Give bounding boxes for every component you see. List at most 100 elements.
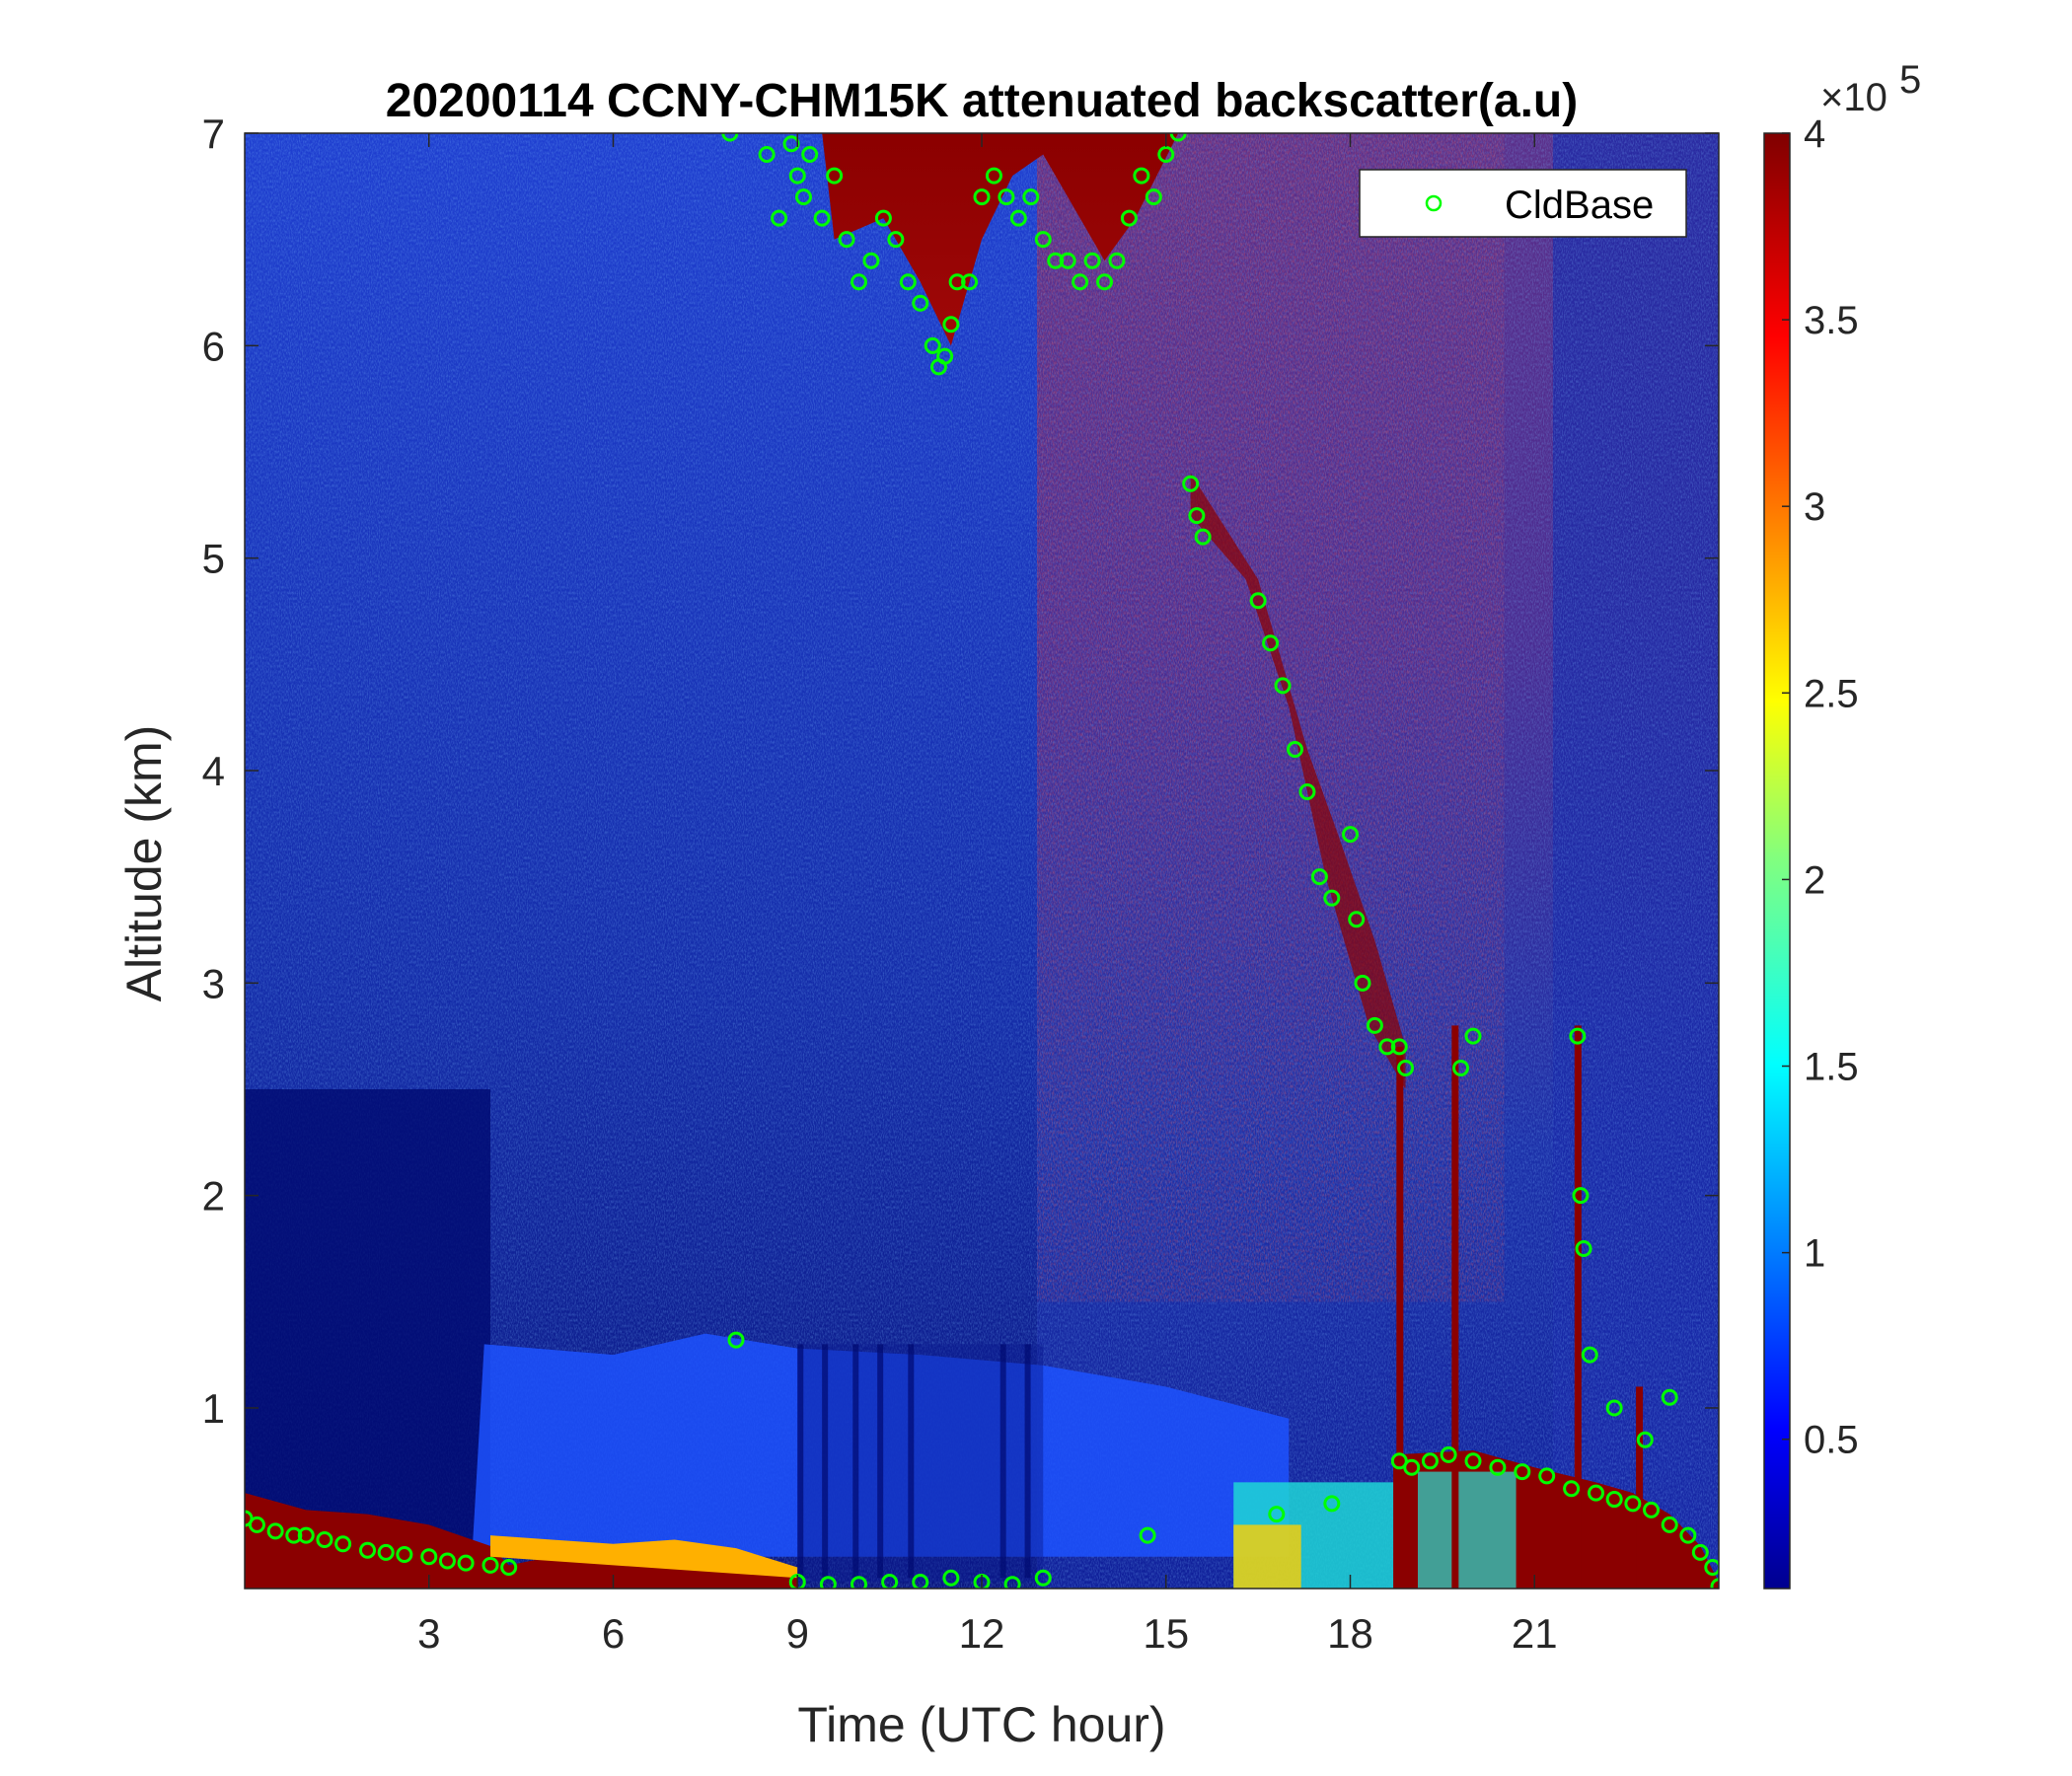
legend-marker-cldbase xyxy=(1425,194,1443,212)
cldbase-point-77 xyxy=(1581,1346,1598,1364)
cb-tick-label-0: 0.5 xyxy=(1804,1419,1859,1462)
x-tick-label-0: 3 xyxy=(417,1610,440,1657)
cldbase-point-14 xyxy=(500,1558,518,1576)
cldbase-point-25 xyxy=(838,231,855,249)
y-tick-label-0: 1 xyxy=(202,1385,225,1432)
descending-cloud xyxy=(1190,473,1406,1089)
x-axis-ticks: 3 6 9 12 15 18 21 xyxy=(417,133,1558,1657)
cldbase-point-31 xyxy=(912,294,929,312)
cldbase-point-110 xyxy=(1323,1495,1341,1513)
cldbase-point-5 xyxy=(316,1530,333,1548)
cldbase-point-1 xyxy=(248,1516,265,1533)
cldbase-point-97 xyxy=(1704,1558,1719,1576)
cldbase-point-60 xyxy=(1274,677,1292,695)
cldbase-point-95 xyxy=(1679,1526,1697,1544)
cldbase-point-58 xyxy=(1249,592,1267,610)
rain-streak-0 xyxy=(1396,1046,1404,1589)
cldbase-point-75 xyxy=(1572,1187,1590,1205)
rain-streak-2 xyxy=(1574,1025,1582,1589)
x-tick-label-2: 9 xyxy=(786,1610,809,1657)
cldbase-point-79 xyxy=(1636,1431,1654,1448)
cldbase-point-76 xyxy=(1575,1239,1592,1257)
cldbase-point-78 xyxy=(1605,1399,1623,1417)
cldbase-point-71 xyxy=(1397,1059,1415,1076)
x-tick-label-4: 15 xyxy=(1143,1610,1189,1657)
y-tick-label-3: 4 xyxy=(202,748,225,794)
cldbase-point-41 xyxy=(1009,209,1027,227)
cldbase-point-42 xyxy=(1022,188,1040,206)
cldbase-point-70 xyxy=(1390,1038,1408,1056)
cldbase-point-54 xyxy=(1169,133,1187,142)
cldbase-point-45 xyxy=(1059,252,1076,269)
cldbase-point-86 xyxy=(1489,1458,1507,1476)
surface-layer-orange xyxy=(490,1535,798,1579)
cb-tick-label-2: 1.5 xyxy=(1804,1046,1859,1089)
cldbase-point-57 xyxy=(1194,528,1212,546)
cldbase-point-98 xyxy=(1710,1578,1719,1589)
x-tick-label-6: 21 xyxy=(1512,1610,1558,1657)
cldbase-point-84 xyxy=(1440,1445,1457,1463)
cldbase-point-102 xyxy=(881,1574,899,1589)
plume-yellow xyxy=(1233,1524,1301,1589)
cldbase-point-55 xyxy=(1182,475,1200,492)
cldbase-point-8 xyxy=(377,1543,395,1561)
cldbase-point-6 xyxy=(334,1535,352,1553)
cldbase-point-36 xyxy=(948,273,966,291)
cb-tick-label-4: 2.5 xyxy=(1804,672,1859,715)
cldbase-point-20 xyxy=(788,167,806,185)
cldbase-point-82 xyxy=(1403,1458,1421,1476)
gap-column-2 xyxy=(852,1344,859,1579)
cldbase-point-37 xyxy=(961,273,979,291)
cldbase-point-44 xyxy=(1047,252,1065,269)
cldbase-point-68 xyxy=(1366,1016,1383,1034)
cldbase-point-52 xyxy=(1145,188,1162,206)
cldbase-point-24 xyxy=(826,167,844,185)
y-tick-label-2: 3 xyxy=(202,960,225,1006)
cldbase-point-51 xyxy=(1133,167,1150,185)
cldbase-point-88 xyxy=(1538,1467,1556,1485)
cldbase-point-73 xyxy=(1464,1027,1482,1045)
cldbase-point-39 xyxy=(985,167,1002,185)
cldbase-point-35 xyxy=(942,316,960,333)
legend: CldBase xyxy=(1359,169,1687,238)
cldbase-point-21 xyxy=(794,188,812,206)
high-cloud xyxy=(822,133,1179,346)
cldbase-point-63 xyxy=(1310,868,1328,886)
cldbase-point-96 xyxy=(1691,1543,1709,1561)
precip-streak xyxy=(1417,1471,1517,1589)
colorbar: 0.5 1 1.5 2 2.5 3 3.5 4 ×10 5 xyxy=(1763,58,1921,1590)
legend-box xyxy=(1359,169,1687,238)
cldbase-point-13 xyxy=(481,1556,499,1574)
gap-column-0 xyxy=(797,1344,804,1579)
chart-title: 20200114 CCNY-CHM15K attenuated backscat… xyxy=(386,75,1578,127)
x-tick-label-1: 6 xyxy=(602,1610,625,1657)
colorbar-ticks: 0.5 1 1.5 2 2.5 3 3.5 4 xyxy=(1782,112,1859,1462)
cldbase-point-23 xyxy=(813,209,831,227)
legend-label-cldbase: CldBase xyxy=(1505,184,1654,227)
cldbase-point-67 xyxy=(1354,974,1371,992)
gap-column-3 xyxy=(877,1344,884,1579)
cldbase-point-91 xyxy=(1605,1491,1623,1509)
cldbase-point-108 xyxy=(1139,1526,1156,1544)
gap-column-5 xyxy=(999,1344,1006,1579)
y-tick-label-1: 2 xyxy=(202,1173,225,1220)
cldbase-point-61 xyxy=(1286,740,1303,758)
cldbase-point-29 xyxy=(887,231,905,249)
cldbase-point-50 xyxy=(1120,209,1138,227)
cldbase-point-11 xyxy=(438,1552,456,1570)
cldbase-point-32 xyxy=(924,336,941,354)
cldbase-point-85 xyxy=(1464,1452,1482,1470)
cldbase-point-66 xyxy=(1348,911,1366,928)
colorbar-exponent-power: 5 xyxy=(1899,58,1921,102)
cldbase-point-2 xyxy=(266,1522,284,1540)
residual-gap xyxy=(797,1344,1044,1583)
cldbase-point-30 xyxy=(899,273,917,291)
y-tick-label-5: 6 xyxy=(202,323,225,369)
rain-streak-1 xyxy=(1451,1025,1459,1589)
cldbase-point-16 xyxy=(727,1331,745,1349)
cldbase-point-59 xyxy=(1262,634,1280,652)
cldbase-point-12 xyxy=(457,1554,475,1572)
cldbase-point-72 xyxy=(1452,1059,1470,1076)
cb-tick-label-1: 1 xyxy=(1804,1232,1825,1276)
